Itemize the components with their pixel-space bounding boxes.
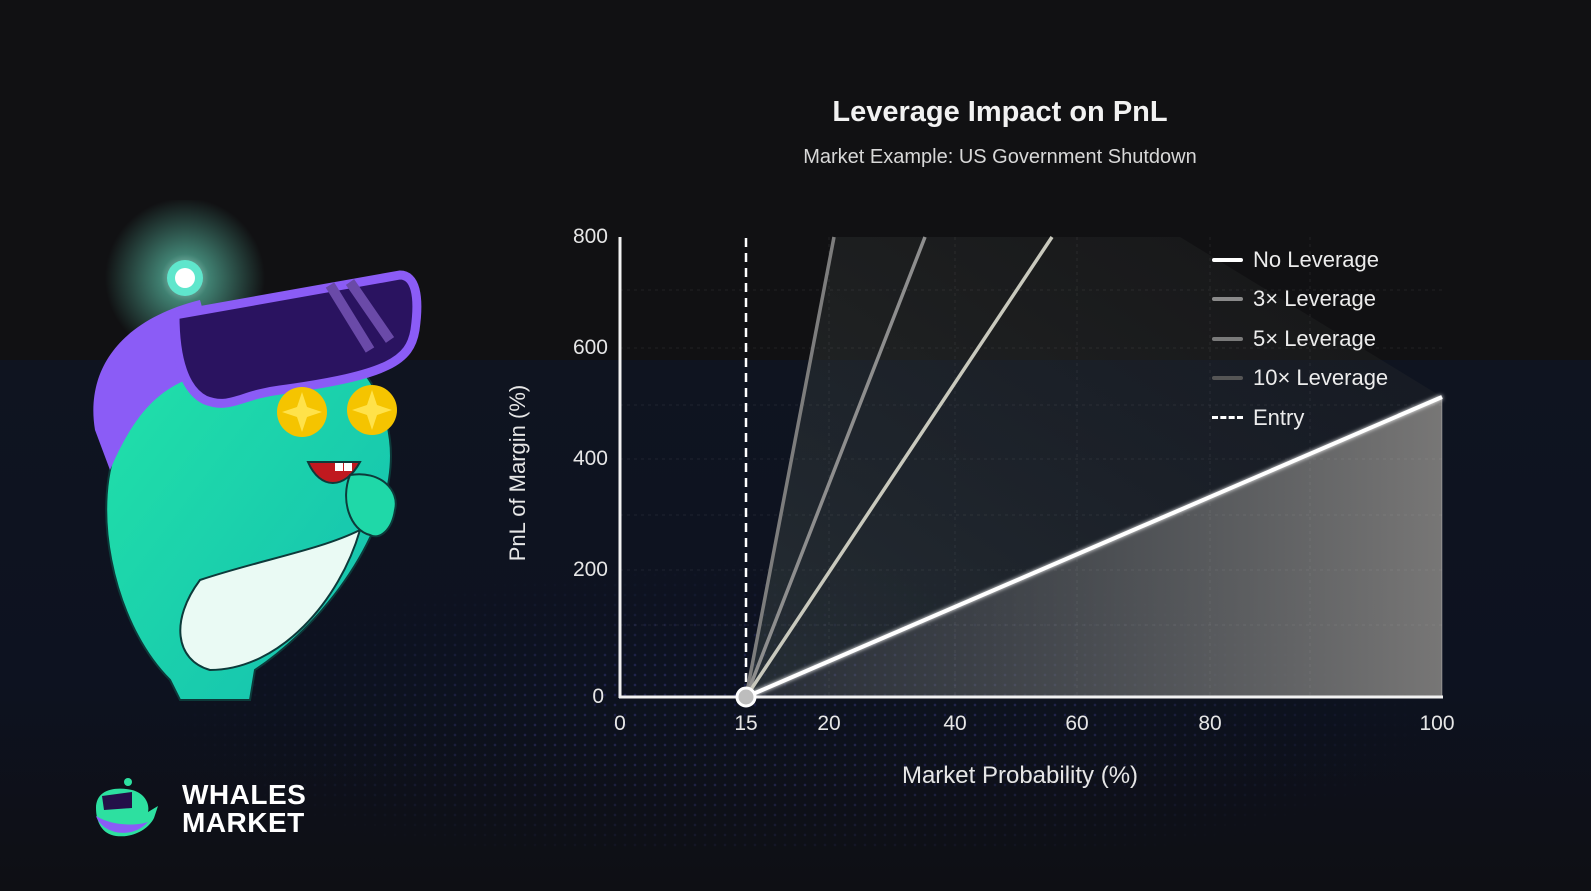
y-axis-label: PnL of Margin (%) [505,384,530,562]
whales-market-logo: WHALES MARKET [92,778,306,840]
legend-label: 5× Leverage [1253,325,1376,351]
legend-dashed-swatch-icon [1212,416,1243,420]
x-tick-20: 20 [817,712,841,735]
legend-swatch-icon [1212,297,1243,302]
brand-line-2: MARKET [182,807,305,838]
brand-line-1: WHALES [182,779,307,810]
line-3x-leverage [744,236,1054,698]
chart-subtitle: Market Example: US Government Shutdown [803,146,1197,168]
chart-legend: No Leverage 3× Leverage 5× Leverage 10× … [1212,240,1388,438]
legend-label: Entry [1253,404,1305,430]
x-axis-label: Market Probability (%) [901,762,1139,789]
x-tick-80: 80 [1198,712,1222,735]
legend-label: 10× Leverage [1253,365,1389,391]
legend-label: No Leverage [1253,246,1379,272]
y-tick-600: 600 [572,336,608,359]
legend-item-10x-leverage: 10× Leverage [1212,359,1388,399]
entry-marker [735,686,757,708]
legend-item-3x-leverage: 3× Leverage [1212,280,1388,320]
y-tick-800: 800 [572,225,608,248]
whale-logo-icon [96,778,158,837]
legend-swatch-icon [1212,336,1243,341]
legend-swatch-icon [1212,376,1243,381]
x-tick-100: 100 [1419,712,1455,735]
x-tick-0: 0 [614,712,626,735]
x-tick-60: 60 [1065,712,1089,735]
line-10x-leverage [744,236,836,698]
legend-item-entry: Entry [1212,398,1388,438]
brand-wordmark: WHALES MARKET [182,781,306,837]
y-tick-0: 0 [592,685,604,708]
whale-mascot-illustration [93,200,422,701]
y-tick-200: 200 [572,558,608,581]
y-tick-400: 400 [572,447,608,470]
legend-label: 3× Leverage [1253,286,1376,312]
legend-item-no-leverage: No Leverage [1212,240,1388,280]
x-tick-15: 15 [734,712,758,735]
legend-item-5x-leverage: 5× Leverage [1212,319,1388,359]
line-no-leverage [745,395,1443,699]
leverage-fan-area [746,237,1442,697]
legend-swatch-icon [1212,257,1243,262]
x-tick-40: 40 [943,712,967,735]
line-5x-leverage [744,236,927,698]
chart-title: Leverage Impact on PnL [832,96,1168,128]
